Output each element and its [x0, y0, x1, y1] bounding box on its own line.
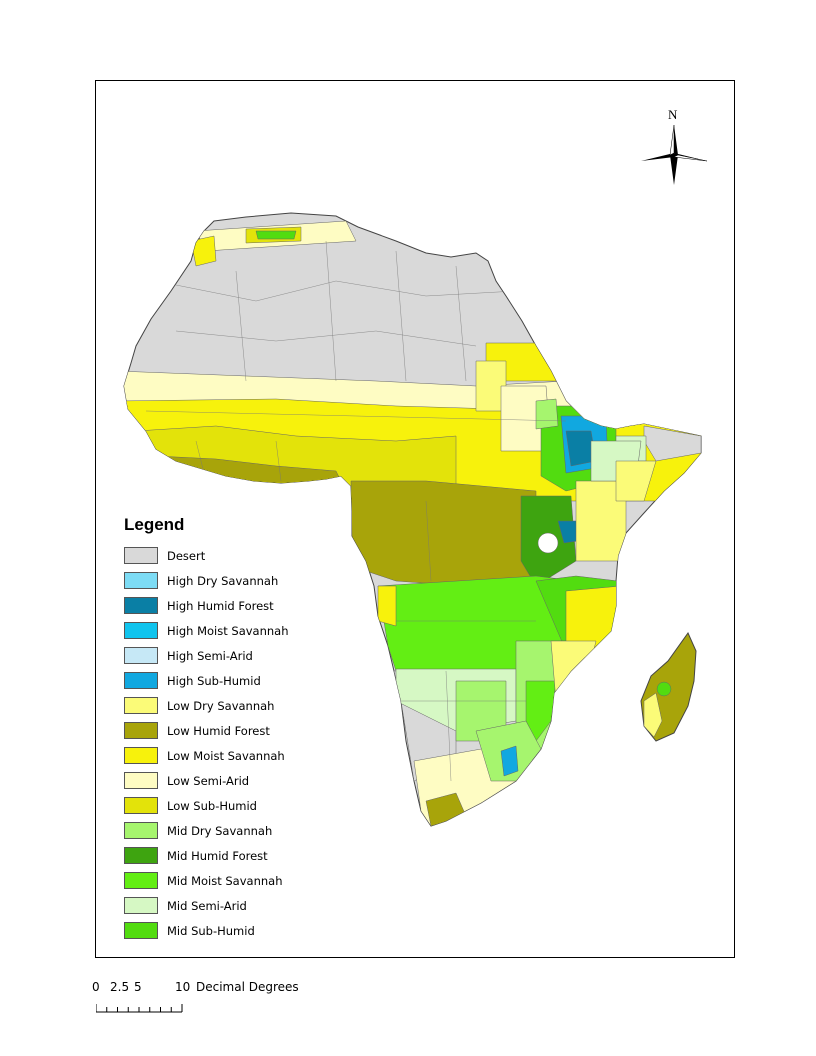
legend-label: Mid Moist Savannah	[167, 873, 283, 888]
map-frame: N Legend Desert High Dry Savannah High Hum…	[95, 80, 735, 958]
scale-tick-label: 0	[92, 980, 100, 994]
legend-label: Low Semi-Arid	[167, 773, 250, 788]
legend-label: High Sub-Humid	[167, 673, 261, 688]
legend-swatch	[124, 847, 158, 864]
north-label: N	[668, 107, 678, 122]
legend-item: Mid Dry Savannah	[124, 818, 324, 843]
legend-title: Legend	[124, 515, 185, 534]
legend-item: High Semi-Arid	[124, 643, 324, 668]
legend-label: Mid Semi-Arid	[167, 898, 247, 913]
legend-label: High Moist Savannah	[167, 623, 289, 638]
legend-swatch	[124, 722, 158, 739]
legend-item: Desert	[124, 543, 324, 568]
scale-units: Decimal Degrees	[196, 980, 299, 994]
legend-item: Mid Semi-Arid	[124, 893, 324, 918]
legend-label: High Humid Forest	[167, 598, 274, 613]
legend-item: High Dry Savannah	[124, 568, 324, 593]
legend-label: Low Moist Savannah	[167, 748, 285, 763]
legend-item: Mid Moist Savannah	[124, 868, 324, 893]
legend-label: Mid Humid Forest	[167, 848, 268, 863]
legend-item: High Humid Forest	[124, 593, 324, 618]
scale-tick-label: 10	[175, 980, 191, 994]
legend-swatch	[124, 622, 158, 639]
legend-label: High Dry Savannah	[167, 573, 279, 588]
legend-label: Mid Sub-Humid	[167, 923, 255, 938]
legend-rows: Desert High Dry Savannah High Humid Forest…	[124, 543, 324, 943]
legend-item: Mid Humid Forest	[124, 843, 324, 868]
legend-label: Low Dry Savannah	[167, 698, 275, 713]
legend-swatch	[124, 897, 158, 914]
legend-swatch	[124, 647, 158, 664]
scale-bar-ruler	[96, 1004, 183, 1013]
legend-item: High Moist Savannah	[124, 618, 324, 643]
north-arrow-icon	[641, 124, 708, 185]
legend-swatch	[124, 672, 158, 689]
legend-label: High Semi-Arid	[167, 648, 253, 663]
legend: Legend Desert High Dry Savannah High Humid…	[124, 515, 324, 943]
legend-swatch	[124, 597, 158, 614]
legend-swatch	[124, 697, 158, 714]
legend-label: Low Humid Forest	[167, 723, 270, 738]
africa-map	[123, 212, 702, 827]
legend-swatch	[124, 872, 158, 889]
legend-item: High Sub-Humid	[124, 668, 324, 693]
legend-item: Low Moist Savannah	[124, 743, 324, 768]
legend-swatch	[124, 922, 158, 939]
legend-swatch	[124, 572, 158, 589]
legend-swatch	[124, 747, 158, 764]
legend-item: Low Sub-Humid	[124, 793, 324, 818]
legend-label: Desert	[167, 548, 206, 563]
scale-tick-label: 5	[134, 980, 142, 994]
legend-swatch	[124, 547, 158, 564]
legend-item: Low Dry Savannah	[124, 693, 324, 718]
legend-label: Mid Dry Savannah	[167, 823, 273, 838]
legend-item: Low Humid Forest	[124, 718, 324, 743]
legend-item: Mid Sub-Humid	[124, 918, 324, 943]
legend-swatch	[124, 772, 158, 789]
legend-label: Low Sub-Humid	[167, 798, 257, 813]
legend-swatch	[124, 822, 158, 839]
scale-tick-label: 2.5	[110, 980, 130, 994]
legend-item: Low Semi-Arid	[124, 768, 324, 793]
legend-swatch	[124, 797, 158, 814]
scale-bar: 0 2.5 5 10 Decimal Degrees	[92, 980, 332, 1020]
